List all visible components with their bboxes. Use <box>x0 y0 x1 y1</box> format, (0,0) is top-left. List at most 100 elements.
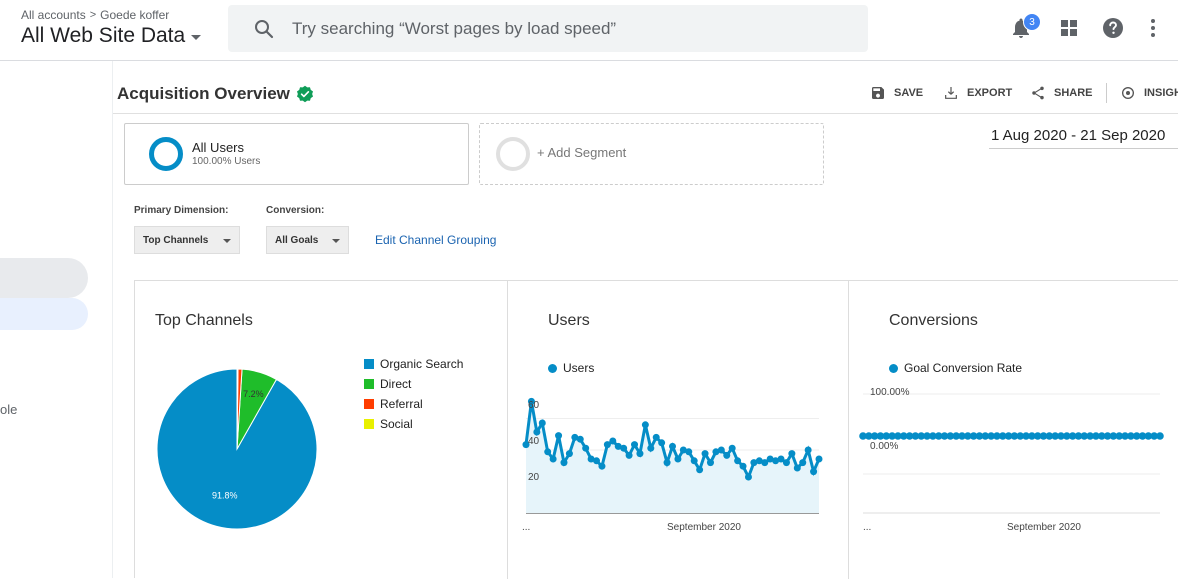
users-data-point[interactable] <box>549 455 557 463</box>
pie-slice-social[interactable] <box>236 368 239 450</box>
conversion-data-point[interactable] <box>917 432 926 440</box>
conversion-data-point[interactable] <box>1033 432 1042 440</box>
users-data-point[interactable] <box>609 437 617 445</box>
conversion-data-point[interactable] <box>899 432 908 440</box>
users-data-point[interactable] <box>598 462 606 470</box>
users-data-point[interactable] <box>782 459 790 467</box>
conversion-data-point[interactable] <box>987 432 995 440</box>
conversion-data-point[interactable] <box>934 432 943 440</box>
users-data-point[interactable] <box>739 462 747 470</box>
conversion-data-point[interactable] <box>1156 432 1164 440</box>
conversion-data-point[interactable] <box>1010 432 1019 440</box>
conversion-data-point[interactable] <box>1127 432 1135 440</box>
conversion-data-point[interactable] <box>1121 432 1129 440</box>
conversions-line-chart[interactable]: 100.00% 0.00% September 2020... <box>855 381 1175 551</box>
legend-item-goal-conversion-rate[interactable]: Goal Conversion Rate <box>889 358 1022 378</box>
users-data-point[interactable] <box>799 459 807 467</box>
conversion-data-point[interactable] <box>1028 432 1036 440</box>
users-data-point[interactable] <box>717 446 725 454</box>
users-data-point[interactable] <box>565 450 573 458</box>
users-data-point[interactable] <box>674 455 682 463</box>
breadcrumb-account[interactable]: Goede koffer <box>100 8 170 22</box>
users-data-point[interactable] <box>744 473 752 481</box>
insights-button[interactable]: INSIGH <box>1120 85 1178 101</box>
users-data-point[interactable] <box>750 459 758 467</box>
sidebar-item-active[interactable] <box>0 258 88 298</box>
users-data-point[interactable] <box>712 448 720 456</box>
users-data-point[interactable] <box>734 457 742 465</box>
conversion-data-point[interactable] <box>865 432 873 440</box>
users-data-point[interactable] <box>755 457 763 465</box>
users-data-point[interactable] <box>766 455 774 463</box>
search-bar[interactable] <box>228 5 868 52</box>
edit-channel-grouping-link[interactable]: Edit Channel Grouping <box>375 233 497 247</box>
users-area-chart[interactable]: 60 40 20 September 2020... <box>514 381 844 551</box>
users-data-point[interactable] <box>587 455 595 463</box>
legend-item-organic-search[interactable]: Organic Search <box>364 354 463 374</box>
conversion-data-point[interactable] <box>1004 432 1013 440</box>
conversion-data-point[interactable] <box>1150 432 1158 440</box>
users-data-point[interactable] <box>533 428 541 436</box>
conversion-data-point[interactable] <box>1051 432 1059 440</box>
users-data-point[interactable] <box>538 419 546 427</box>
conversion-data-point[interactable] <box>1045 432 1054 440</box>
users-data-point[interactable] <box>793 464 801 472</box>
conversion-data-point[interactable] <box>1092 432 1100 440</box>
users-data-point[interactable] <box>603 441 611 449</box>
users-data-point[interactable] <box>593 457 601 465</box>
conversion-data-point[interactable] <box>859 432 867 440</box>
users-data-point[interactable] <box>685 448 693 456</box>
top-channels-pie-chart[interactable]: 91.8% 7.2% <box>147 361 327 541</box>
users-data-point[interactable] <box>810 468 818 476</box>
conversion-data-point[interactable] <box>1138 432 1147 440</box>
legend-item-referral[interactable]: Referral <box>364 394 463 414</box>
conversion-data-point[interactable] <box>888 432 896 440</box>
users-data-point[interactable] <box>696 466 704 474</box>
users-data-point[interactable] <box>555 432 563 440</box>
users-data-point[interactable] <box>690 457 698 465</box>
conversion-data-point[interactable] <box>993 432 1001 440</box>
conversion-data-point[interactable] <box>876 432 885 440</box>
conversion-data-point[interactable] <box>998 432 1007 440</box>
conversion-data-point[interactable] <box>1039 432 1048 440</box>
users-data-point[interactable] <box>728 444 736 452</box>
users-data-point[interactable] <box>804 446 812 454</box>
sidebar-item-selected[interactable] <box>0 298 88 330</box>
conversion-data-point[interactable] <box>975 432 984 440</box>
users-data-point[interactable] <box>647 444 655 452</box>
users-data-point[interactable] <box>777 455 785 463</box>
users-data-point[interactable] <box>631 441 639 449</box>
conversion-data-point[interactable] <box>1074 432 1083 440</box>
search-input[interactable] <box>292 18 832 39</box>
users-data-point[interactable] <box>658 439 666 447</box>
users-data-point[interactable] <box>679 446 687 454</box>
export-button[interactable]: EXPORT <box>943 85 1012 101</box>
legend-item-users[interactable]: Users <box>548 358 594 378</box>
conversion-data-point[interactable] <box>929 432 937 440</box>
primary-dimension-select[interactable]: Top Channels <box>134 226 240 254</box>
conversion-data-point[interactable] <box>1063 432 1071 440</box>
conversion-data-point[interactable] <box>946 432 955 440</box>
save-button[interactable]: SAVE <box>870 85 923 101</box>
users-data-point[interactable] <box>652 433 660 441</box>
conversion-data-point[interactable] <box>952 432 960 440</box>
segment-all-users[interactable]: All Users 100.00% Users <box>124 123 469 185</box>
breadcrumb-root[interactable]: All accounts <box>21 8 86 22</box>
conversion-data-point[interactable] <box>1103 432 1112 440</box>
users-data-point[interactable] <box>614 442 622 450</box>
users-data-point[interactable] <box>669 442 676 450</box>
conversion-data-point[interactable] <box>911 432 920 440</box>
conversion-data-point[interactable] <box>923 432 931 440</box>
conversion-data-point[interactable] <box>1068 432 1077 440</box>
legend-item-social[interactable]: Social <box>364 414 463 434</box>
users-data-point[interactable] <box>522 441 530 449</box>
conversion-data-point[interactable] <box>870 432 879 440</box>
sidebar-item-label[interactable]: ole <box>0 402 18 417</box>
more-vert-icon[interactable] <box>1141 16 1165 40</box>
conversion-data-point[interactable] <box>1109 432 1118 440</box>
users-data-point[interactable] <box>663 459 671 467</box>
users-data-point[interactable] <box>527 397 535 405</box>
share-button[interactable]: SHARE <box>1030 85 1093 101</box>
users-data-point[interactable] <box>815 455 823 463</box>
users-data-point[interactable] <box>560 459 568 467</box>
